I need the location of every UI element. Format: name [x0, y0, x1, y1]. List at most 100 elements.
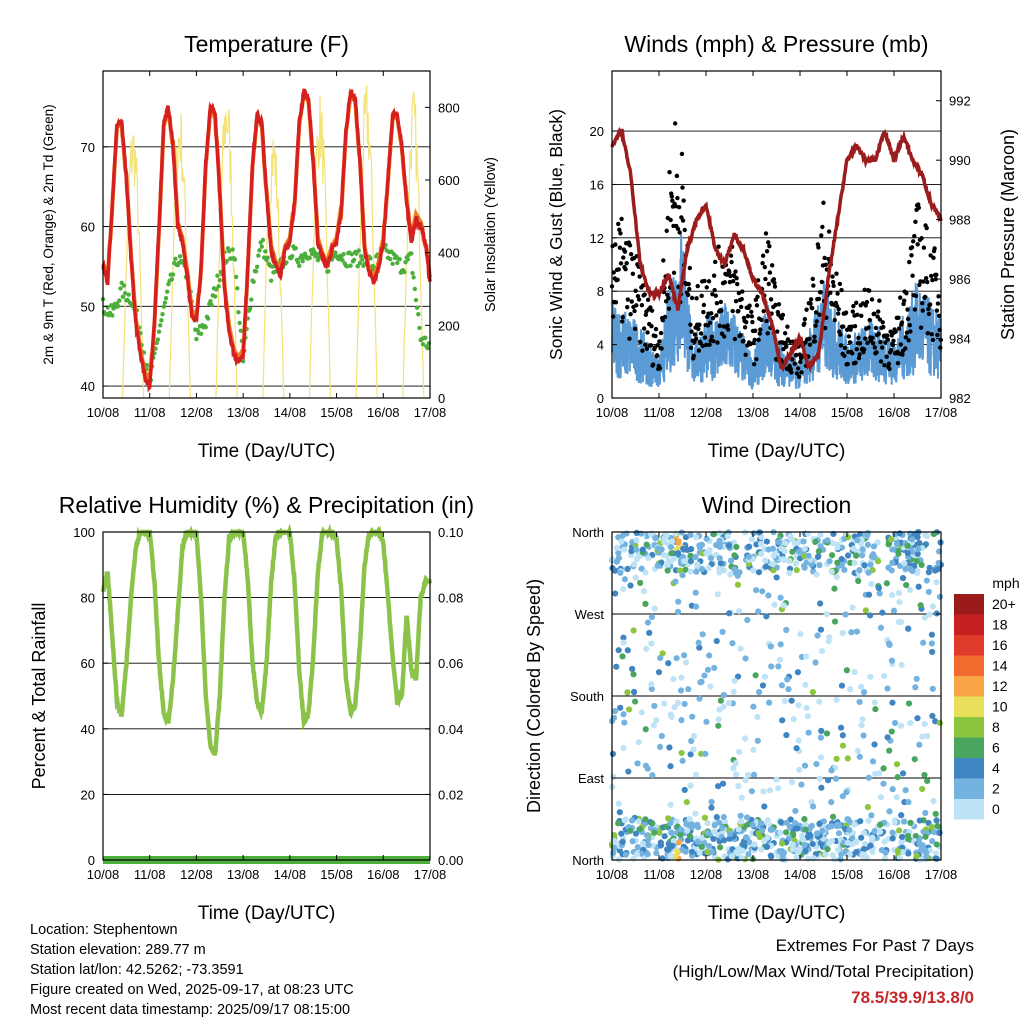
- direction-point: [849, 604, 856, 611]
- direction-point: [694, 824, 702, 831]
- dewpoint-point: [208, 298, 213, 304]
- direction-point: [799, 836, 807, 843]
- direction-point: [692, 810, 699, 817]
- gust-point: [863, 336, 868, 341]
- direction-point: [684, 827, 691, 834]
- gust-point: [667, 170, 672, 175]
- direction-point: [885, 640, 893, 647]
- gust-point: [702, 278, 707, 284]
- gust-point: [930, 337, 936, 343]
- dewpoint-point: [115, 304, 121, 309]
- direction-point: [734, 581, 742, 588]
- direction-point: [916, 840, 923, 847]
- dewpoint-point: [159, 318, 164, 323]
- direction-point: [829, 813, 837, 820]
- direction-point: [642, 569, 649, 576]
- direction-point: [675, 598, 682, 605]
- direction-point: [822, 851, 829, 858]
- direction-point: [693, 568, 700, 575]
- direction-point: [665, 558, 672, 565]
- direction-point: [737, 645, 744, 652]
- direction-point: [634, 844, 641, 851]
- x-tick-label: 11/08: [643, 867, 675, 882]
- dewpoint-point: [405, 257, 411, 262]
- gust-point: [615, 277, 620, 282]
- dewpoint-point: [236, 310, 241, 315]
- gust-point: [627, 243, 633, 248]
- direction-point: [800, 538, 807, 545]
- gust-point: [751, 362, 757, 367]
- dewpoint-point: [388, 257, 393, 262]
- direction-point: [711, 828, 718, 835]
- gust-point: [706, 279, 712, 284]
- gust-point: [702, 335, 708, 340]
- solar-insolation-line: [402, 91, 425, 399]
- x-tick-label: 11/08: [643, 405, 675, 420]
- direction-point: [657, 654, 664, 662]
- direction-point: [753, 541, 760, 548]
- direction-point: [819, 827, 826, 834]
- x-tick-label: 15/08: [320, 867, 353, 882]
- gust-point: [879, 345, 885, 350]
- direction-point: [758, 846, 765, 853]
- direction-point: [674, 608, 682, 615]
- dewpoint-point: [233, 274, 239, 280]
- gust-point: [908, 329, 913, 334]
- x-axis-label: Time (Day/UTC): [708, 441, 846, 462]
- gust-point: [637, 274, 642, 279]
- direction-point: [637, 579, 644, 586]
- direction-point: [750, 567, 757, 574]
- direction-point: [913, 675, 920, 682]
- direction-point: [845, 816, 852, 823]
- gust-point: [676, 204, 682, 210]
- direction-point: [717, 560, 724, 567]
- panel-humidity: 0 20 40 60 80 100 0.00 0.02 0.04 0.06 0.08 0.10 10/0…: [29, 492, 474, 924]
- gust-point: [619, 216, 624, 222]
- gust-point: [658, 330, 664, 336]
- direction-point: [818, 647, 826, 655]
- direction-point: [620, 546, 628, 553]
- gust-point: [764, 249, 770, 254]
- gust-point: [905, 307, 910, 312]
- direction-point: [895, 589, 903, 597]
- direction-point: [745, 543, 752, 550]
- gust-point: [920, 301, 925, 306]
- direction-point: [742, 777, 749, 784]
- dewpoint-point: [348, 263, 353, 268]
- plot-frame: [611, 70, 942, 399]
- direction-point: [729, 640, 736, 647]
- direction-point: [777, 656, 784, 663]
- direction-point: [778, 840, 786, 847]
- gust-point: [811, 283, 816, 288]
- x-tick-label: 13/08: [227, 405, 260, 420]
- direction-point: [760, 788, 767, 795]
- direction-point: [711, 664, 718, 672]
- direction-point: [735, 850, 742, 857]
- direction-point: [899, 574, 907, 582]
- direction-point: [613, 544, 620, 551]
- direction-point: [886, 808, 893, 815]
- direction-point: [716, 537, 723, 544]
- gust-point: [675, 195, 680, 201]
- direction-point: [889, 829, 896, 836]
- dewpoint-point: [397, 256, 402, 262]
- data-timestamp: Most recent data timestamp: 2025/09/17 0…: [30, 1002, 351, 1018]
- direction-point: [911, 531, 918, 538]
- y2-tick-label: 0.08: [438, 591, 463, 606]
- direction-point: [813, 830, 821, 837]
- dewpoint-point: [420, 342, 426, 347]
- direction-point: [885, 564, 892, 571]
- direction-point: [661, 700, 668, 707]
- direction-point: [767, 643, 775, 650]
- direction-point: [701, 814, 709, 821]
- gust-point: [905, 316, 911, 322]
- direction-point: [823, 730, 831, 737]
- direction-point: [878, 847, 885, 854]
- dewpoint-point: [163, 295, 169, 301]
- direction-point: [629, 665, 636, 673]
- gust-point: [713, 293, 718, 298]
- gust-point: [813, 310, 819, 315]
- direction-point: [710, 835, 717, 843]
- direction-point: [629, 838, 636, 845]
- direction-point: [651, 702, 658, 710]
